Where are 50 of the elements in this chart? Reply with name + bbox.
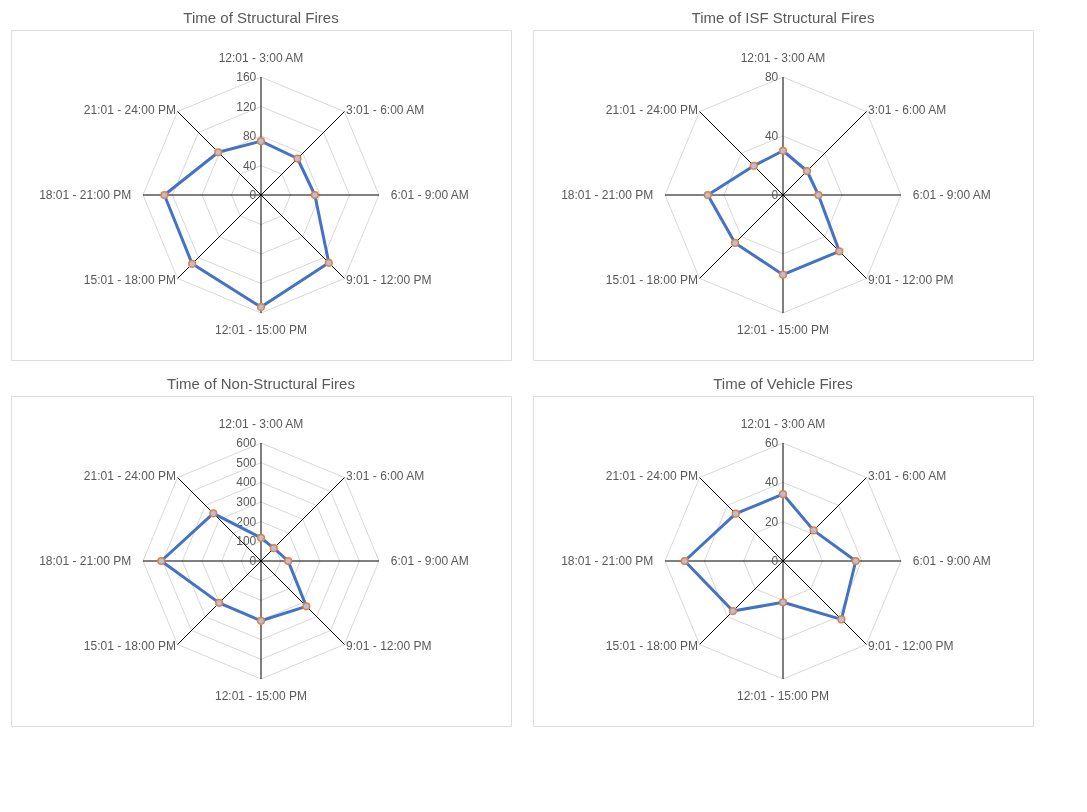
spoke-label: 6:01 - 9:00 AM (390, 554, 469, 568)
spoke-label: 12:01 - 3:00 AM (740, 51, 826, 66)
y-tick-label: 20 (764, 514, 779, 529)
y-tick-label: 600 (236, 436, 257, 450)
spoke-label: 15:01 - 18:00 PM (605, 273, 698, 288)
spoke-label: 9:01 - 12:00 PM (868, 273, 954, 288)
y-tick-label: 400 (236, 475, 257, 490)
spoke-label: 9:01 - 12:00 PM (346, 639, 432, 654)
chart-title: Time of ISF Structural Fires (691, 9, 875, 26)
y-tick-label: 40 (242, 158, 257, 173)
y-tick-label: 120 (236, 99, 257, 114)
chart-title: Time of Vehicle Fires (713, 375, 853, 392)
spoke-label: 12:01 - 15:00 PM (214, 322, 308, 337)
spoke-label: 3:01 - 6:00 AM (868, 102, 947, 117)
y-tick-label: 80 (242, 129, 257, 143)
spoke-label: 15:01 - 18:00 PM (83, 639, 176, 654)
y-tick-label: 60 (764, 436, 779, 450)
spoke-label: 18:01 - 21:00 PM (561, 188, 654, 202)
spoke-label: 6:01 - 9:00 AM (912, 554, 991, 568)
spoke-label: 21:01 - 24:00 PM (605, 102, 698, 117)
spoke-label: 21:01 - 24:00 PM (605, 468, 698, 483)
spoke-label: 21:01 - 24:00 PM (83, 102, 176, 117)
spoke-label: 15:01 - 18:00 PM (83, 273, 176, 288)
y-tick-label: 300 (236, 495, 257, 509)
spoke-label: 15:01 - 18:00 PM (605, 639, 698, 654)
y-tick-label: 160 (236, 70, 257, 84)
spoke-label: 18:01 - 21:00 PM (39, 554, 132, 568)
spoke-label: 12:01 - 15:00 PM (736, 322, 830, 337)
chart-title: Time of Structural Fires (183, 9, 339, 26)
spoke-label: 6:01 - 9:00 AM (912, 188, 991, 202)
y-tick-label: 40 (764, 129, 779, 143)
spoke-label: 12:01 - 15:00 PM (736, 688, 830, 703)
y-tick-label: 80 (764, 70, 779, 84)
spoke-label: 12:01 - 3:00 AM (218, 417, 304, 432)
spoke-label: 21:01 - 24:00 PM (83, 468, 176, 483)
spoke-label: 12:01 - 3:00 AM (218, 51, 304, 66)
spoke-label: 9:01 - 12:00 PM (346, 273, 432, 288)
spoke-label: 3:01 - 6:00 AM (868, 468, 947, 483)
spoke-label: 6:01 - 9:00 AM (390, 188, 469, 202)
y-tick-label: 40 (764, 475, 779, 490)
spoke-label: 9:01 - 12:00 PM (868, 639, 954, 654)
spoke-label: 12:01 - 3:00 AM (740, 417, 826, 432)
y-tick-label: 200 (236, 514, 257, 529)
spoke-label: 12:01 - 15:00 PM (214, 688, 308, 703)
spoke-label: 3:01 - 6:00 AM (346, 102, 425, 117)
y-tick-label: 500 (236, 455, 257, 470)
chart-title: Time of Non-Structural Fires (167, 375, 355, 392)
spoke-label: 18:01 - 21:00 PM (39, 188, 132, 202)
spoke-label: 3:01 - 6:00 AM (346, 468, 425, 483)
spoke-label: 18:01 - 21:00 PM (561, 554, 654, 568)
